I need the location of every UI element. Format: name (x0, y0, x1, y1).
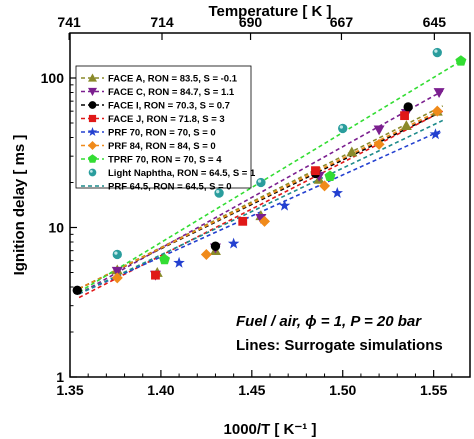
axis-ticks: 1.35 1.40 1.45 1.50 1.55 1 10 100 741 714 690 667 64… (41, 14, 453, 398)
legend-marker (88, 73, 97, 82)
y-tick-label: 10 (48, 220, 64, 236)
data-point (455, 55, 467, 66)
data-point (373, 138, 385, 150)
data-point (259, 215, 271, 227)
data-point (400, 120, 412, 131)
data-point (432, 47, 442, 58)
legend-marker (88, 154, 97, 163)
legend-marker (88, 101, 97, 109)
data-point (210, 241, 221, 251)
data-point (403, 102, 413, 112)
legend-label: FACE I, RON = 70.3, S = 0.7 (108, 101, 230, 112)
data-point (400, 111, 409, 121)
data-point (433, 88, 445, 98)
data-point-highlight (216, 190, 220, 194)
legend-label: FACE J, RON = 71.8, S = 3 (108, 114, 225, 125)
data-point (346, 146, 358, 157)
data-point (278, 199, 291, 211)
legend-label: PRF 70, RON = 70, S = 0 (108, 128, 216, 139)
data-point (159, 253, 170, 265)
data-points (72, 47, 467, 295)
legend-marker (88, 141, 97, 150)
simulation-line (78, 105, 444, 290)
data-point (319, 180, 331, 192)
data-point-highlight (434, 49, 438, 53)
data-point (429, 128, 442, 140)
top-axis-title: Temperature [ K ] (208, 3, 331, 20)
legend-label: Light Naphtha, RON = 64.5, S = 1 (108, 168, 256, 179)
y-axis-title: Ignition delay [ ms ] (11, 135, 28, 276)
legend-marker-highlight (90, 170, 93, 173)
x-tick-label: 1.45 (238, 382, 265, 398)
legend-label: PRF 84, RON = 84, S = 0 (108, 141, 216, 152)
legend-label: FACE C, RON = 84.7, S = 1.1 (108, 87, 235, 98)
data-point (111, 266, 123, 277)
data-point (431, 105, 443, 117)
data-point (331, 187, 343, 198)
x-tick-label: 1.50 (329, 382, 356, 398)
legend-marker (88, 168, 97, 177)
legend-label: TPRF 70, RON = 70, S = 4 (108, 155, 222, 166)
simulation-line (78, 110, 444, 290)
data-point (311, 166, 320, 176)
data-point (151, 270, 160, 280)
top-tick-label: 667 (330, 14, 354, 30)
lines-annotation: Lines: Surrogate simulations (236, 337, 443, 354)
legend-label: PRF 64.5, RON = 64.5, S = 0 (108, 182, 232, 193)
x-tick-label: 1.55 (420, 382, 447, 398)
x-tick-label: 1.35 (56, 382, 83, 398)
data-point (173, 256, 185, 268)
legend-marker (88, 87, 97, 96)
simulation-line (78, 110, 444, 299)
data-point-highlight (257, 179, 262, 183)
y-tick-label: 1 (56, 369, 64, 385)
legend-label: FACE A, RON = 83.5, S = -0.1 (108, 74, 238, 85)
data-point (112, 249, 122, 260)
data-point (227, 237, 240, 249)
data-point (238, 216, 248, 226)
data-point (324, 170, 336, 181)
data-point (72, 285, 82, 295)
simulation-line (78, 108, 444, 290)
top-tick-label: 645 (423, 14, 447, 30)
legend-marker (87, 127, 98, 136)
data-point (373, 125, 385, 136)
data-point (200, 248, 212, 260)
data-point (256, 177, 266, 188)
x-axis-title: 1000/T [ K⁻¹ ] (224, 421, 317, 438)
y-tick-label: 100 (41, 70, 65, 86)
legend-box (75, 65, 252, 189)
data-point (255, 214, 267, 224)
legend-marker (88, 114, 97, 123)
simulation-line (78, 60, 462, 293)
top-tick-label: 714 (150, 14, 174, 30)
condition-annotation: Fuel / air, ϕ = 1, P = 20 bar (236, 313, 422, 330)
top-tick-label: 741 (57, 14, 81, 30)
x-tick-label: 1.40 (147, 382, 174, 398)
data-point-highlight (114, 251, 118, 255)
data-point (338, 123, 348, 134)
legend: FACE A, RON = 83.5, S = -0.1 FACE C, RON … (81, 73, 256, 193)
data-point (111, 272, 123, 284)
data-point-highlight (339, 125, 344, 129)
top-tick-label: 690 (239, 14, 263, 30)
